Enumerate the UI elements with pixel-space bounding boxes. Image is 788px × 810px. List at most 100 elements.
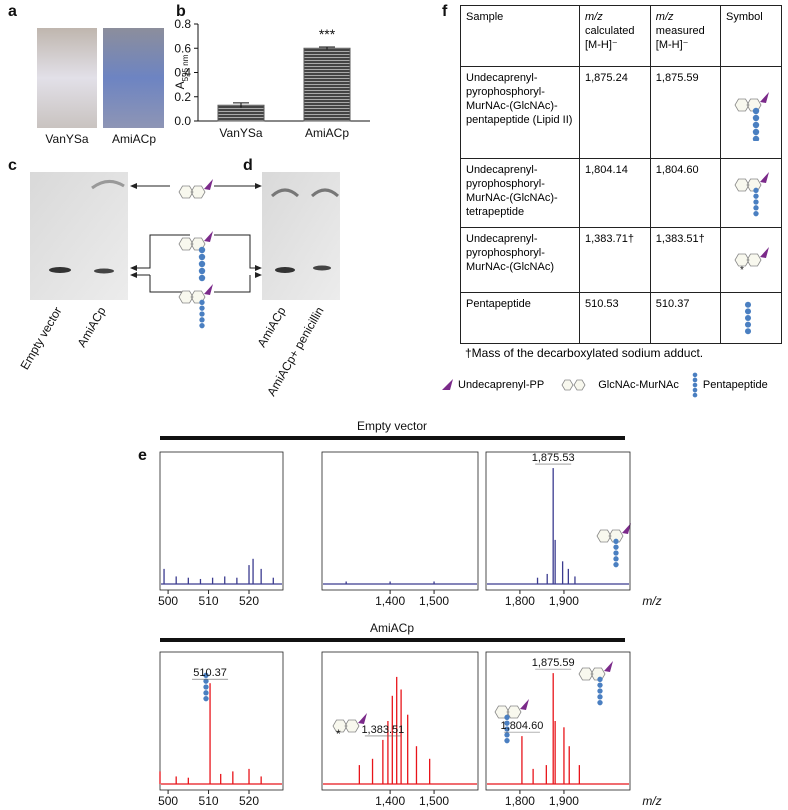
y-tick-label: 0.4 <box>174 66 191 80</box>
legend: Undecaprenyl-PP GlcNAc-MurNAc Pentapepti… <box>440 372 768 398</box>
legend-label: GlcNAc-MurNAc <box>598 379 679 391</box>
header-cell: Symbol <box>719 5 783 67</box>
icon <box>613 538 619 568</box>
group-bar <box>160 638 625 642</box>
x-tick-label: 510 <box>199 594 219 608</box>
cell: 1,804.60 <box>649 158 721 228</box>
error-bar <box>319 46 335 50</box>
plot-frame <box>321 451 479 591</box>
table-row: Pentapeptide 510.53 510.37 <box>460 292 783 344</box>
table-row: Undecaprenyl-pyrophosphoryl-MurNAc-(GlcN… <box>460 158 783 228</box>
table-header: Sample m/z calculated [M-H]⁻ m/z measured … <box>460 5 783 67</box>
header-unit: m/z <box>655 11 674 23</box>
peak-label: 1,804.60 <box>501 720 544 732</box>
arrows <box>134 185 256 293</box>
spectrum: 1,400 1,500 <box>321 451 479 608</box>
legend-icon <box>561 379 586 391</box>
cell: 510.37 <box>649 292 721 344</box>
lane-label: Empty vector <box>17 305 64 373</box>
plot-frame <box>485 451 631 591</box>
spectrum: 500 510 520 510.37 <box>158 651 284 808</box>
y-tick-label: 0.0 <box>174 114 191 128</box>
plot-frame <box>159 651 284 791</box>
legend-icon <box>692 372 698 398</box>
cell: Undecaprenyl-pyrophosphoryl-MurNAc-(GlcN… <box>460 158 580 228</box>
gel-band <box>270 188 340 198</box>
icon <box>578 660 614 681</box>
cell: 1,875.59 <box>649 66 721 159</box>
panel-label: b <box>176 3 186 20</box>
group-bar <box>160 436 625 440</box>
x-tick-label: 1,900 <box>549 794 579 808</box>
footnote: †Mass of the decarboxylated sodium adduc… <box>465 346 704 360</box>
bar <box>303 47 351 122</box>
gel-band <box>94 268 114 274</box>
mass-table: Sample m/z calculated [M-H]⁻ m/z measured … <box>460 5 783 344</box>
y-tick-label: 0.2 <box>174 90 191 104</box>
panel-label: a <box>8 3 17 20</box>
x-tick-label: 1,800 <box>505 794 535 808</box>
icon <box>596 522 632 543</box>
legend-label: Undecaprenyl-PP <box>458 379 545 391</box>
header-text: measured [M-H]⁻ <box>655 25 705 51</box>
table-row: Undecaprenyl-pyrophosphoryl-MurNAc-(GlcN… <box>460 66 783 159</box>
symbol <box>734 91 770 142</box>
cell: 1,804.14 <box>579 158 651 228</box>
lane-label: AmiACp <box>254 304 288 349</box>
cell: 1,875.24 <box>579 66 651 159</box>
header-cell: Sample <box>460 5 580 67</box>
x-tick-label: 1,400 <box>375 794 405 808</box>
symbol <box>744 301 752 335</box>
x-tick-label: AmiACp <box>305 126 349 140</box>
spectrum: 1,400 1,500 1,383.51 <box>321 651 479 808</box>
icon <box>178 178 214 199</box>
panel-label: e <box>138 447 147 464</box>
icon <box>494 698 530 719</box>
gel-band <box>275 267 295 273</box>
x-tick-label: 510 <box>199 794 219 808</box>
icon <box>199 299 205 329</box>
y-axis-label-sub: 595 nm <box>181 54 190 81</box>
y-tick-label: 0.8 <box>174 17 191 31</box>
gel-band <box>49 267 71 273</box>
spectrum: 1,800 1,900 m/z 1,804.60 1,875.59 <box>485 651 662 808</box>
icon <box>198 246 206 282</box>
symbol-cell: * <box>719 227 783 293</box>
header-cell: m/z calculated [M-H]⁻ <box>579 5 651 67</box>
plot-frame <box>321 651 479 791</box>
plot-frame <box>485 651 631 791</box>
gel-smear <box>91 180 125 190</box>
symbol-cell <box>719 292 783 344</box>
table-row: Undecaprenyl-pyrophosphoryl-MurNAc-(GlcN… <box>460 227 783 293</box>
peak-label: 1,383.51 <box>361 724 404 736</box>
x-tick-label: VanYSa <box>219 126 262 140</box>
photo <box>103 28 164 128</box>
header-cell: m/z measured [M-H]⁻ <box>649 5 721 67</box>
header-unit: m/z <box>585 11 603 23</box>
peak-label: 1,875.53 <box>532 452 575 464</box>
icon <box>178 230 214 251</box>
bar-chart: A595 nm 0.0 0.2 0.4 0.6 0.8 VanYSa AmiACp *** <box>173 17 370 140</box>
cell: Undecaprenyl-pyrophosphoryl-MurNAc-(GlcN… <box>460 227 580 293</box>
symbol <box>734 171 770 217</box>
photo-label: VanYSa <box>45 132 88 146</box>
asterisk: * <box>336 727 341 741</box>
panel-label: c <box>8 157 17 174</box>
peak-label: 1,875.59 <box>532 657 575 669</box>
error-bar <box>233 102 249 108</box>
legend-icon <box>442 379 453 390</box>
gel <box>30 172 128 300</box>
cell: Undecaprenyl-pyrophosphoryl-MurNAc-(GlcN… <box>460 66 580 159</box>
x-tick-label: 520 <box>239 794 259 808</box>
x-tick-label: 1,800 <box>505 594 535 608</box>
svg-text:*: * <box>740 265 744 276</box>
y-tick-label: 0.6 <box>174 41 191 55</box>
plot-frame <box>159 451 284 591</box>
panel-label: f <box>442 3 448 20</box>
x-tick-label: 1,400 <box>375 594 405 608</box>
x-tick-label: 1,900 <box>549 594 579 608</box>
x-tick-label: 500 <box>158 794 178 808</box>
x-tick-label: 1,500 <box>419 794 449 808</box>
group-title: Empty vector <box>357 419 427 433</box>
